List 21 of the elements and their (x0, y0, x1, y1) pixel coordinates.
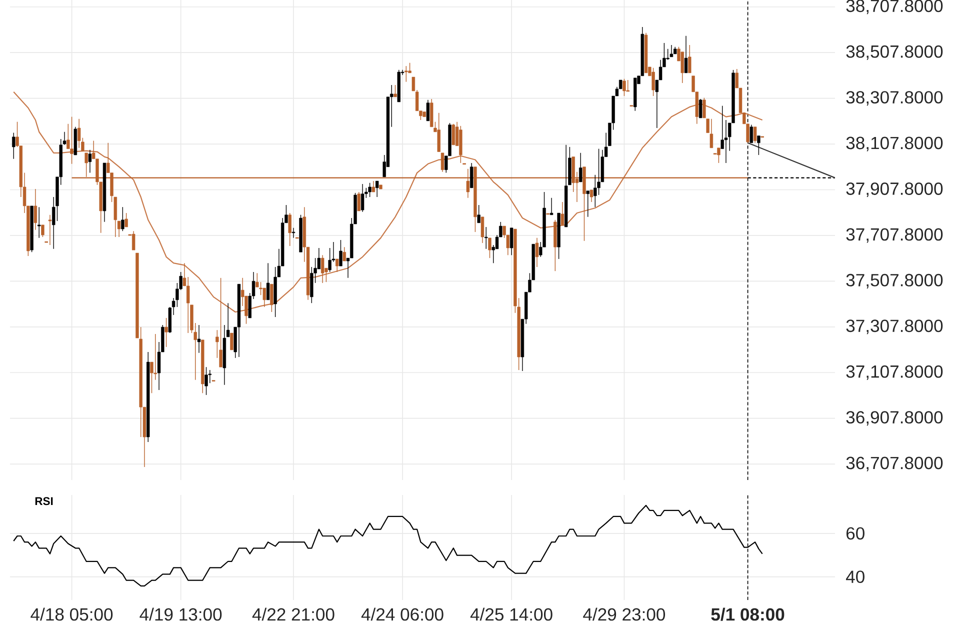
y-tick-label: 37,107.8000 (846, 365, 943, 380)
x-tick-label: 4/19 13:00 (140, 608, 222, 621)
x-tick-label: 4/22 21:00 (252, 608, 334, 621)
x-tick-label: 4/18 05:00 (30, 608, 113, 621)
x-tick-label: 4/29 23:00 (583, 608, 666, 621)
y-tick-label: 37,707.8000 (846, 228, 943, 243)
y-tick-label: 38,307.8000 (846, 91, 943, 106)
x-tick-label: 4/24 06:00 (361, 608, 444, 621)
chart-title: RSI (35, 497, 53, 506)
y-tick-label: 38,107.8000 (846, 136, 943, 152)
x-tick-label: 5/1 08:00 (711, 608, 784, 621)
x-tick-label: 4/25 14:00 (470, 608, 552, 621)
y-tick-label: 36,707.8000 (846, 456, 943, 472)
y-tick-label: 37,907.8000 (846, 182, 943, 198)
y-tick-label: 36,907.8000 (846, 411, 943, 426)
y-tick-label: 38,707.8000 (846, 0, 943, 14)
y-tick-label: 37,507.8000 (846, 274, 943, 288)
y-tick-label: 60 (846, 527, 864, 540)
y-tick-label: 40 (846, 570, 864, 584)
y-tick-label: 37,307.8000 (846, 320, 943, 334)
y-tick-label: 38,507.8000 (846, 45, 943, 60)
